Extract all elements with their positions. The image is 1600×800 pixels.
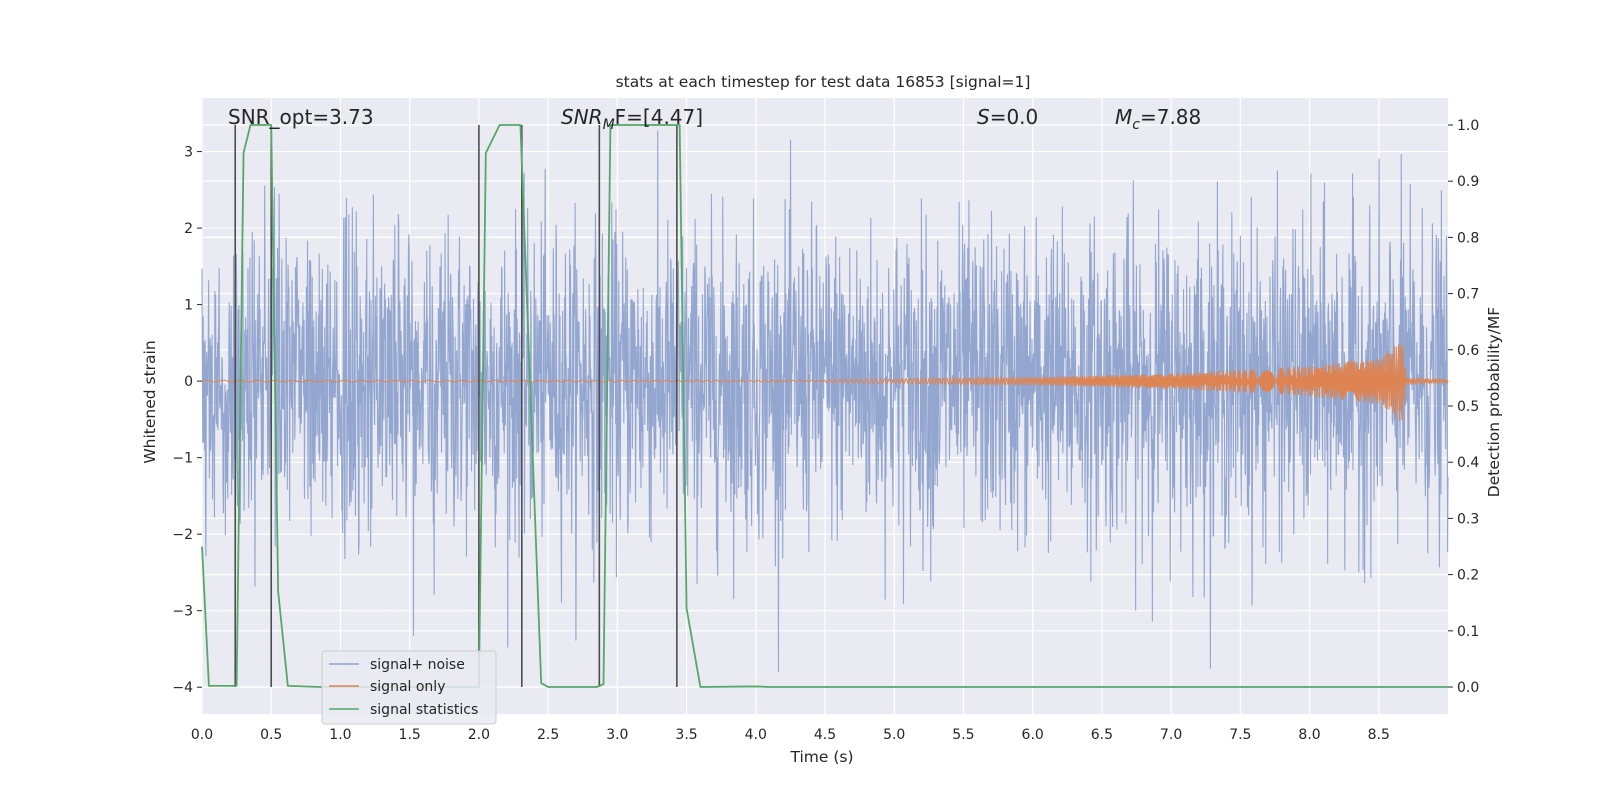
legend-label-signal: signal only xyxy=(370,679,445,695)
noise-trace xyxy=(201,130,1449,672)
x-tick-label-2: 1.0 xyxy=(329,727,351,743)
x-tick-label-15: 7.5 xyxy=(1229,727,1251,743)
signal-trace xyxy=(201,344,1449,421)
y-right-axis-label: Detection probability/MF xyxy=(1485,307,1503,498)
mc-var: M xyxy=(1115,105,1132,129)
y-right-tick-label-0: 1.0 xyxy=(1457,118,1479,134)
y-right-tick-label-10: 0.0 xyxy=(1457,680,1479,696)
x-tick-label-0: 0.0 xyxy=(191,727,213,743)
x-tick-label-10: 5.0 xyxy=(883,727,905,743)
legend-box xyxy=(321,650,497,725)
y-right-tick-label-3: 0.7 xyxy=(1457,287,1479,303)
snr-mf-rest: F=[4.47] xyxy=(615,105,703,129)
chart-title: stats at each timestep for test data 168… xyxy=(616,73,1031,91)
detection-markers xyxy=(234,124,678,688)
y-right-tick-label-4: 0.6 xyxy=(1457,343,1479,359)
y-right-tick-label-1: 0.9 xyxy=(1457,174,1479,190)
x-tick-label-16: 8.0 xyxy=(1298,727,1320,743)
snr-mf-subscript: M xyxy=(603,117,615,133)
y-left-tick-label-2: 1 xyxy=(184,298,193,314)
x-tick-label-5: 2.5 xyxy=(537,727,559,743)
mc-rest: =7.88 xyxy=(1140,105,1201,129)
y-left-axis-ticks: 3 2 1 0 −1 −2 −3 −4 xyxy=(172,145,202,696)
y-left-tick-label-4: −1 xyxy=(172,451,193,467)
snr-mf-prefix: SNR xyxy=(561,105,603,129)
s-rest: =0.0 xyxy=(990,105,1039,129)
x-tick-label-17: 8.5 xyxy=(1368,727,1390,743)
series-signal-statistics xyxy=(201,124,1448,688)
y-right-tick-label-7: 0.3 xyxy=(1457,511,1479,527)
x-tick-label-4: 2.0 xyxy=(468,727,490,743)
legend-label-stats: signal statistics xyxy=(370,702,478,718)
y-left-tick-label-1: 2 xyxy=(184,221,193,237)
x-tick-label-3: 1.5 xyxy=(399,727,421,743)
x-tick-label-6: 3.0 xyxy=(606,727,628,743)
x-axis-label: Time (s) xyxy=(789,748,853,766)
y-right-tick-label-5: 0.5 xyxy=(1457,399,1479,415)
annotation-snr-mf: SNRMF=[4.47] xyxy=(561,105,703,133)
y-right-tick-label-6: 0.4 xyxy=(1457,455,1479,471)
y-right-tick-label-8: 0.2 xyxy=(1457,568,1479,584)
y-right-axis-ticks: 1.0 0.9 0.8 0.7 0.6 0.5 0.4 0.3 0.2 0.1 0.0 xyxy=(1448,118,1479,696)
x-tick-label-14: 7.0 xyxy=(1160,727,1182,743)
y-left-tick-label-0: 3 xyxy=(184,145,193,161)
x-tick-label-11: 5.5 xyxy=(952,727,974,743)
y-right-tick-label-2: 0.8 xyxy=(1457,230,1479,246)
series-signal-noise xyxy=(201,130,1449,672)
annotation-s: S=0.0 xyxy=(977,105,1038,129)
x-tick-label-7: 3.5 xyxy=(675,727,697,743)
y-left-axis-label: Whitened strain xyxy=(141,340,159,463)
y-right-tick-label-9: 0.1 xyxy=(1457,624,1479,640)
series-signal-only xyxy=(201,344,1449,421)
annotation-mc: Mc=7.88 xyxy=(1115,105,1201,133)
y-left-tick-label-3: 0 xyxy=(184,374,193,390)
legend-label-noise: signal+ noise xyxy=(370,657,465,673)
legend: signal+ noise signal only signal statist… xyxy=(321,650,497,725)
y-left-tick-label-6: −3 xyxy=(172,604,193,620)
s-var: S xyxy=(977,105,990,129)
y-left-tick-label-7: −4 xyxy=(172,680,193,696)
x-tick-label-12: 6.0 xyxy=(1022,727,1044,743)
y-left-tick-label-5: −2 xyxy=(172,527,193,543)
x-tick-label-9: 4.5 xyxy=(814,727,836,743)
x-axis-ticks: 0.0 0.5 1.0 1.5 2.0 2.5 3.0 3.5 4.0 4.5 5.0 5.5 6.0 6… xyxy=(191,727,1390,743)
mc-subscript: c xyxy=(1132,117,1140,133)
stats-trace xyxy=(201,124,1448,688)
x-tick-label-13: 6.5 xyxy=(1091,727,1113,743)
x-tick-label-1: 0.5 xyxy=(260,727,282,743)
annotation-snr-opt: SNR_opt=3.73 xyxy=(228,105,374,129)
x-tick-label-8: 4.0 xyxy=(745,727,767,743)
